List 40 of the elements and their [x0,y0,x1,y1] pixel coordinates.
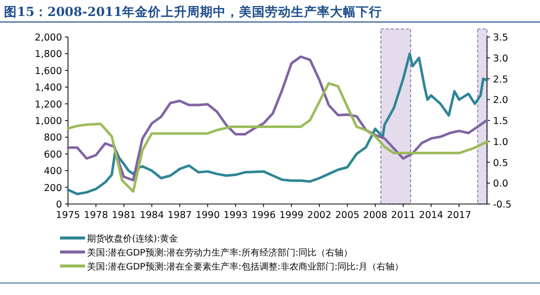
legend-label: 美国:潜在GDP预测:潜在劳动力生产率:所有经济部门:同比（右轴） [87,248,352,258]
x-tick-label: 1996 [251,210,276,221]
y-tick-label: 0 [56,200,62,210]
y-tick-label: 200 [44,182,62,194]
x-tick-label: 2011 [391,210,416,221]
y2-tick-label: 0.5 [493,158,508,169]
y2-tick-label: 2.5 [493,74,508,86]
y2-tick-label: 1.0 [493,136,508,148]
y2-tick-label: 1.5 [493,116,508,127]
y-tick-label: 1,600 [34,66,62,77]
y2-tick-label: 3.0 [493,53,508,64]
x-tick-label: 1978 [84,210,108,221]
chart-title: 图15：2008-2011年金价上升周期中，美国劳动生产率大幅下行 [4,4,382,19]
x-tick-label: 1999 [279,210,304,221]
y-tick-label: 600 [44,149,62,160]
x-tick-label: 1981 [112,210,136,221]
x-tick-label: 1990 [196,210,220,221]
x-tick-label: 2005 [335,210,360,221]
x-tick-label: 2002 [307,210,332,221]
y-tick-label: 400 [44,166,62,178]
y-tick-label: 1,200 [34,99,62,110]
legend-label: 期货收盘价(连续):黄金 [87,234,178,244]
y-tick-label: 800 [44,132,62,144]
x-tick-label: 1993 [224,210,248,221]
y2-tick-label: -0.5 [493,200,512,210]
legend-label: 美国:潜在GDP预测:潜在全要素生产率:包括调整:非农商业部门:同比:月（右轴） [87,262,404,272]
y-tick-label: 2,000 [34,32,62,44]
y2-tick-label: 2.0 [493,95,508,106]
y-tick-label: 1,400 [34,82,62,94]
x-tick-label: 1975 [56,210,80,221]
x-tick-label: 2017 [446,210,472,221]
y-tick-label: 1,000 [34,116,62,127]
x-tick-label: 1984 [140,210,164,221]
x-tick-label: 2008 [363,210,388,221]
y2-tick-label: 3.5 [493,32,508,44]
x-tick-label: 1987 [168,210,192,221]
y-tick-label: 1,800 [34,49,62,60]
line-series [66,82,488,193]
y2-tick-label: 0.0 [493,178,508,190]
x-tick-label: 2014 [419,210,444,221]
